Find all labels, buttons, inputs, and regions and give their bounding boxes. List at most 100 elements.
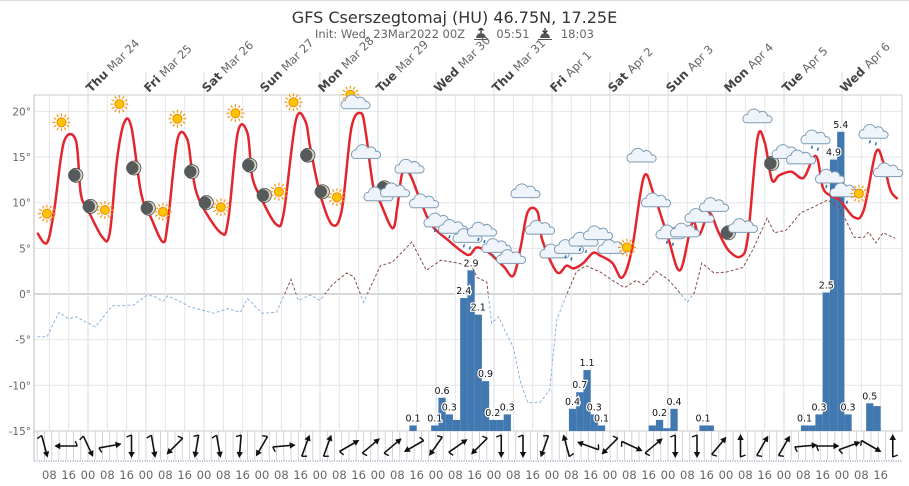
sun-ray <box>295 107 299 111</box>
precipitation-value-label: 1.1 <box>579 358 594 369</box>
y-tick-label: 10° <box>12 198 31 210</box>
cloud-shape <box>350 144 382 159</box>
x-tick-label: 00 <box>545 468 560 482</box>
moon-icon <box>314 184 330 200</box>
wind-arrow-head <box>326 434 333 442</box>
precipitation-value-label: 2.1 <box>471 303 486 314</box>
wind-arrow-head <box>519 452 527 458</box>
x-tick-label: 16 <box>815 468 830 482</box>
wind-barb <box>644 452 651 457</box>
sun-disc <box>172 113 183 124</box>
sun-ray <box>230 118 233 122</box>
cloud-shape <box>510 183 541 199</box>
wind-barb <box>36 434 43 440</box>
wind-arrow-head <box>236 451 243 458</box>
precipitation-bar <box>663 428 671 431</box>
rain-drop <box>468 246 472 250</box>
precipitation-bar <box>837 131 845 431</box>
sun-ray <box>111 99 115 102</box>
wind-arrow-head <box>151 451 158 458</box>
sun-ray <box>107 201 110 206</box>
wind-arrow-head <box>471 447 478 455</box>
wind-arrow-icon <box>300 434 311 458</box>
precipitation-value-label: 0.2 <box>485 408 500 419</box>
sun-ray <box>341 192 346 195</box>
sun-ray <box>38 208 43 212</box>
y-tick-label: 5° <box>19 243 31 255</box>
cloud-icon <box>727 218 759 233</box>
precipitation-bar <box>597 425 606 431</box>
sun-ray <box>283 186 288 190</box>
sun-ray <box>342 97 346 100</box>
sun-ray <box>281 183 284 187</box>
precipitation-bar <box>438 397 446 431</box>
sun-ray <box>328 199 333 203</box>
sun-ray <box>53 117 57 120</box>
moon-shadow <box>242 159 255 172</box>
sun-ray <box>225 209 230 213</box>
sun-disc <box>621 242 632 253</box>
sun-ray <box>212 209 217 213</box>
wind-arrow-icon <box>669 434 679 458</box>
cloud-icon <box>872 162 904 178</box>
wind-arrow-icon <box>361 438 380 457</box>
sun-ray <box>298 104 302 108</box>
chart-subtitle: Init: Wed, 23Mar2022 00Z 05:51 18:03 <box>0 27 909 41</box>
moon-shadow <box>140 201 154 215</box>
wind-arrow-icon <box>272 442 296 453</box>
moon-shadow <box>314 185 328 198</box>
cloud-shape <box>379 182 411 198</box>
cloud-icon <box>626 147 657 163</box>
sun-disc <box>331 192 342 203</box>
sun-icon <box>95 201 114 220</box>
cloud-icon <box>350 144 382 159</box>
rain-icon <box>481 238 512 260</box>
sun-ray <box>341 199 346 203</box>
sunrise-time: 05:51 <box>496 27 530 41</box>
precipitation-value-label: 5.4 <box>833 120 848 131</box>
x-tick-label: 00 <box>835 468 850 482</box>
rain-drop <box>564 255 567 259</box>
wind-arrow-head <box>42 450 50 458</box>
precipitation-bar <box>467 270 475 431</box>
x-axis-labels: 08 16 00 08 16 00 08 16 00 08 16 00 08 16 00 08 16 00 08 16… <box>42 468 888 482</box>
cloud-icon <box>582 225 614 241</box>
x-tick-label: 00 <box>429 468 444 482</box>
wind-barb <box>301 455 308 458</box>
wind-arrow-head <box>576 440 584 447</box>
y-tick-label: 20° <box>12 106 31 118</box>
sun-ray <box>288 94 291 98</box>
precipitation-value-label: 0.3 <box>587 402 602 413</box>
cloud-shape <box>872 162 904 178</box>
x-tick-label: 08 <box>332 468 347 482</box>
precipitation-value-label: 0.6 <box>434 386 449 397</box>
day-label-date: Mar 26 <box>218 38 256 76</box>
precipitation-bar <box>583 370 591 431</box>
wind-arrow-icon <box>471 435 488 455</box>
sun-ray <box>225 202 230 205</box>
sun-ray <box>853 185 857 189</box>
wind-arrow-head <box>192 451 199 458</box>
sun-ray <box>109 204 114 208</box>
sun-ray <box>66 124 70 128</box>
precipitation-value-label: 2.9 <box>463 258 478 269</box>
cloud-icon <box>785 149 817 165</box>
x-tick-label: 08 <box>158 468 173 482</box>
chart-title: GFS Cserszegtomaj (HU) 46.75N, 17.25E <box>291 8 618 27</box>
cloud-shape <box>785 149 817 165</box>
wind-barb <box>436 435 443 438</box>
sun-ray <box>270 186 275 190</box>
wind-arrow-head <box>635 445 643 452</box>
sun-ray <box>63 127 67 131</box>
x-tick-label: 16 <box>351 468 366 482</box>
sun-ray <box>182 113 186 117</box>
sun-disc <box>99 205 110 216</box>
moon-shadow <box>764 157 777 170</box>
wind-arrow-head <box>373 438 380 445</box>
x-tick-label: 08 <box>854 468 869 482</box>
precipitation-bar <box>474 314 482 431</box>
sun-ray <box>629 239 632 243</box>
y-tick-label: -15° <box>9 426 31 438</box>
day-label: Fri Apr 1 <box>547 48 594 95</box>
